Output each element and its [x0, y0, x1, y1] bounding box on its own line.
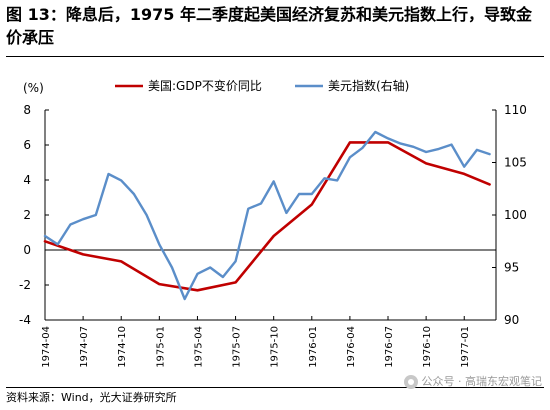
x-tick-label: 1976-10: [422, 326, 433, 368]
left-tick-label: -2: [19, 278, 31, 292]
x-tick-label: 1976-04: [346, 326, 357, 368]
dollar-index-series-line: [43, 130, 491, 301]
left-tick-label: 4: [23, 173, 31, 187]
x-tick-label: 1975-04: [193, 326, 204, 368]
x-tick-label: 1976-07: [384, 326, 395, 368]
x-tick-label: 1975-10: [270, 326, 281, 368]
chart-legend: 美国:GDP不变价同比 美元指数(右轴): [115, 78, 409, 93]
watermark-text: 公众号 · 高瑞东宏观笔记: [421, 375, 543, 388]
x-tick-label: 1974-07: [79, 326, 90, 368]
left-tick-label: 2: [23, 208, 31, 222]
x-tick-label: 1974-04: [41, 326, 52, 368]
source-rule: [6, 387, 544, 388]
x-tick-label: 1976-01: [308, 326, 319, 368]
line-chart: (%) -4 -2 0 2 4 6 8 90 95 100 105 110 1974-04 1974-07 1…: [19, 78, 527, 368]
chart-series-group: [43, 130, 491, 301]
x-tick-label: 1975-01: [155, 326, 166, 368]
source-note: 资料来源：Wind，光大证券研究所: [6, 391, 177, 404]
gdp-series-line: [43, 141, 491, 292]
right-tick-label: 95: [504, 261, 519, 275]
title-rule: [6, 56, 544, 57]
left-tick-label: 0: [23, 243, 31, 257]
left-axis-unit: (%): [23, 81, 44, 95]
left-tick-label: -4: [19, 313, 31, 327]
right-tick-label: 105: [504, 156, 527, 170]
legend-label: 美元指数(右轴): [328, 78, 409, 93]
right-tick-label: 90: [504, 313, 519, 327]
wechat-icon: [403, 375, 418, 389]
right-tick-label: 110: [504, 103, 527, 117]
x-tick-label: 1974-10: [117, 326, 128, 368]
right-tick-label: 100: [504, 208, 527, 222]
chart-axes: (%) -4 -2 0 2 4 6 8 90 95 100 105 110 1974-04 1974-07 1…: [19, 81, 527, 368]
figure-title: 图 13：降息后，1975 年二季度起美国经济复苏和美元指数上行，导致金价承压: [6, 5, 532, 47]
x-tick-label: 1975-07: [232, 326, 243, 368]
watermark: 公众号 · 高瑞东宏观笔记: [403, 374, 543, 390]
left-tick-label: 6: [23, 138, 31, 152]
x-tick-label: 1977-01: [460, 326, 471, 368]
left-tick-label: 8: [23, 103, 31, 117]
legend-label: 美国:GDP不变价同比: [148, 78, 262, 93]
